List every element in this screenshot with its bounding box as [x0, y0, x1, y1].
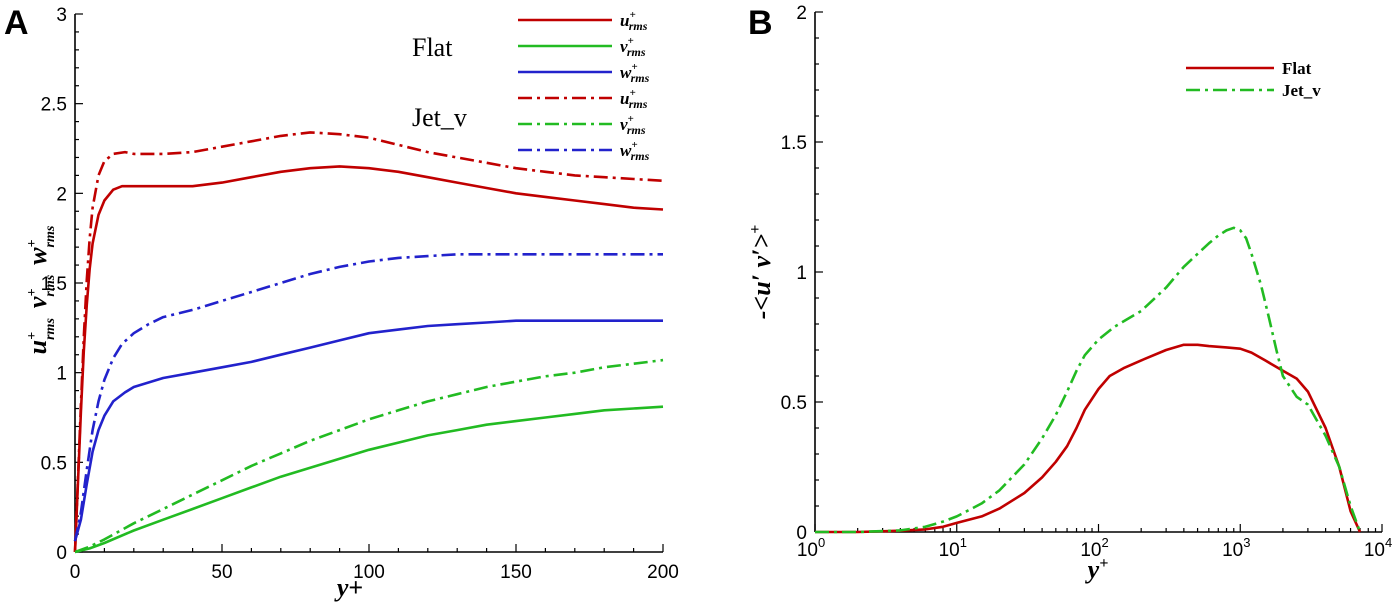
y-tick-label: 2.5 [41, 95, 67, 116]
y-tick-label: 3 [56, 5, 67, 26]
y-tick-label: 1 [56, 364, 67, 385]
legend-label: Jet_v [1282, 81, 1321, 100]
legend-label: v+ rms [620, 113, 646, 137]
panel-a-series [73, 131, 664, 554]
y-tick-label: 2 [56, 184, 67, 205]
panel-a-x-ticks: 0 50 100 150 200 [70, 544, 679, 583]
x-tick-label: 150 [500, 562, 532, 583]
legend-label: w+ rms [620, 139, 650, 163]
x-tick-label: 50 [211, 562, 232, 583]
y-tick-label: 1 [796, 263, 807, 284]
y-tick-label: 0.5 [781, 393, 807, 414]
panel-b-label: B [748, 4, 773, 42]
x-tick-label: 100 [353, 562, 385, 583]
panel-b-legend: Flat Jet_v [1186, 59, 1321, 100]
x-tick-label: 101 [939, 535, 967, 561]
x-tick-label: 102 [1080, 535, 1108, 561]
series-line-jet-v [815, 226, 1362, 534]
panel-a-chart: A 0 50 100 150 200 00.511.522.53 Flat Jet_v … [4, 4, 679, 602]
annotation-jet-v: Jet_v [412, 103, 467, 132]
panel-b-y-ticks: 0 0.5 1 1.5 2 [781, 3, 823, 544]
series-line-flat-vrms [74, 405, 664, 554]
legend-label: v+ rms [620, 35, 646, 59]
y-tick-label: 0 [796, 523, 807, 544]
panel-b-series [815, 226, 1362, 534]
x-tick-label: 104 [1364, 535, 1392, 561]
y-tick-label: 1.5 [41, 274, 67, 295]
panel-a-x-title: y+ [334, 573, 363, 602]
y-tick-label: 0 [56, 543, 67, 564]
series-line-jet_v-wrms [73, 253, 663, 542]
y-tick-label: 2 [796, 3, 807, 24]
legend-label: w+ rms [620, 61, 650, 85]
legend-label: u+ rms [620, 9, 648, 33]
panel-a-label: A [4, 4, 29, 42]
y-tick-label: 1.5 [781, 133, 807, 154]
legend-label: u+ rms [620, 87, 648, 111]
y-tick-label: 0.5 [41, 453, 67, 474]
panel-b-x-title: y+ [1085, 555, 1109, 584]
panel-a-y-title: u+ rmsv+ rmsw+ rms [23, 225, 58, 354]
x-tick-label: 200 [647, 562, 679, 583]
x-tick-label: 0 [70, 562, 81, 583]
panel-b-y-title: -<u′ v′>+ [747, 225, 776, 320]
panel-b-chart: B 100 101 102 103 104 0 0.5 1 1.5 2 Flat Jet_v y+… [747, 3, 1392, 584]
x-tick-label: 100 [797, 535, 825, 561]
series-line-flat-urms [73, 165, 664, 553]
series-line-flat [815, 343, 1362, 534]
legend-label: Flat [1282, 59, 1312, 78]
series-line-jet_v-vrms [74, 358, 664, 554]
series-line-jet_v-urms [73, 131, 664, 553]
panel-a-y-ticks: 0 0.5 1 1.5 2 2.5 3 [41, 5, 83, 564]
series-line-flat-wrms [73, 319, 663, 542]
x-tick-label: 103 [1222, 535, 1250, 561]
annotation-flat: Flat [412, 33, 453, 62]
